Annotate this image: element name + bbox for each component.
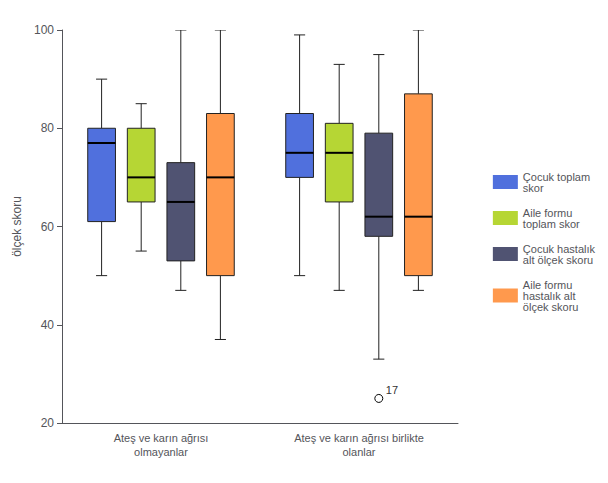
svg-text:Ateş ve karın ağrısı: Ateş ve karın ağrısı: [114, 432, 209, 444]
svg-text:20: 20: [41, 416, 55, 430]
svg-text:toplam skor: toplam skor: [523, 218, 580, 230]
svg-text:80: 80: [41, 121, 55, 135]
svg-text:17: 17: [386, 384, 398, 396]
svg-text:ölçek skoru: ölçek skoru: [523, 301, 579, 313]
svg-text:olanlar: olanlar: [342, 446, 375, 458]
svg-text:Ateş ve karın ağrısı birlikte: Ateş ve karın ağrısı birlikte: [294, 432, 424, 444]
svg-text:Çocuk hastalık: Çocuk hastalık: [522, 242, 595, 255]
svg-text:hastalık alt: hastalık alt: [522, 289, 576, 302]
svg-text:alt ölçek skoru: alt ölçek skoru: [523, 254, 593, 266]
svg-text:olmayanlar: olmayanlar: [134, 446, 188, 458]
svg-text:100: 100: [34, 23, 54, 37]
svg-text:ölçek skoru: ölçek skoru: [10, 196, 24, 257]
svg-text:60: 60: [41, 220, 55, 234]
svg-text:Çocuk toplam: Çocuk toplam: [522, 170, 591, 183]
svg-text:Aile formu: Aile formu: [522, 206, 573, 219]
svg-text:Aile formu: Aile formu: [522, 278, 573, 291]
svg-text:40: 40: [41, 318, 55, 332]
svg-text:skor: skor: [523, 182, 544, 194]
